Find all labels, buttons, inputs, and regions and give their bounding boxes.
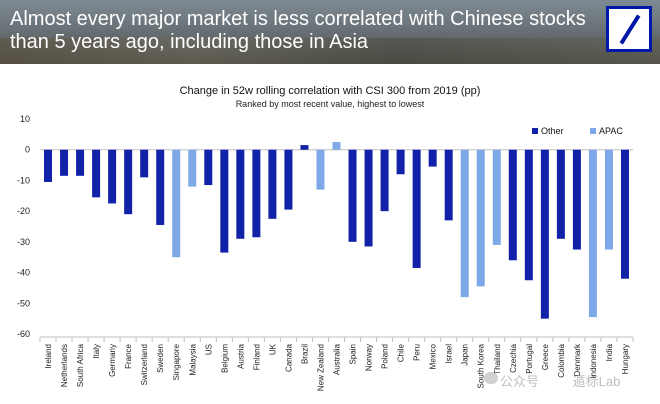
x-tick-label: Italy [92, 344, 101, 359]
legend-label-apac: APAC [599, 126, 623, 136]
x-tick-label: Israel [445, 344, 454, 364]
legend-item-other: Other [532, 126, 564, 136]
legend-swatch-apac [590, 128, 596, 134]
x-tick-label: Switzerland [140, 344, 149, 385]
bar-mexico [428, 149, 437, 167]
wechat-icon [484, 372, 498, 384]
banner-title: Almost every major market is less correl… [10, 8, 586, 53]
bar-hungary [620, 149, 629, 279]
y-tick-label: -10 [17, 175, 30, 185]
watermark-left: 公众号 [500, 374, 540, 389]
bar-austria [236, 149, 245, 239]
x-tick-label: Poland [381, 344, 390, 369]
x-tick-label: New Zealand [316, 344, 325, 391]
x-tick-label: Colombia [557, 343, 566, 377]
x-tick-label: Portugal [525, 344, 534, 374]
chart-title: Change in 52w rolling correlation with C… [179, 85, 481, 97]
x-tick-label: US [204, 344, 213, 355]
chart-subtitle: Ranked by most recent value, highest to … [235, 99, 425, 109]
x-tick-label: Hungary [621, 344, 630, 374]
bar-indonesia [588, 149, 597, 318]
x-tick-label: Ireland [44, 344, 53, 368]
x-tick-label: Sweden [156, 344, 165, 373]
bar-malaysia [188, 149, 197, 187]
x-tick-label: Finland [252, 344, 261, 370]
legend-swatch-other [532, 128, 538, 134]
watermark: 公众号 遁标Lab [500, 371, 620, 390]
bar-norway [364, 149, 373, 247]
y-tick-label: -40 [17, 268, 30, 278]
bar-new-zealand [316, 149, 325, 190]
bar-sweden [156, 149, 165, 225]
legend-label-other: Other [541, 126, 564, 136]
bar-belgium [220, 149, 229, 253]
x-tick-label: Netherlands [60, 344, 69, 387]
x-tick-label: Norway [365, 344, 374, 371]
bar-spain [348, 149, 357, 242]
bar-south-korea [476, 149, 485, 287]
bar-canada [284, 149, 293, 210]
bar-chile [396, 149, 405, 175]
y-tick-label: -20 [17, 206, 30, 216]
x-tick-label: Denmark [573, 343, 582, 376]
bar-india [604, 149, 613, 250]
bar-colombia [556, 149, 565, 239]
x-tick-label: Canada [284, 343, 293, 372]
watermark-right: 遁标Lab [572, 374, 621, 389]
x-tick-label: Singapore [172, 343, 181, 380]
bar-portugal [524, 149, 533, 281]
x-tick-label: Malaysia [188, 343, 197, 375]
bar-italy [92, 149, 101, 198]
bar-israel [444, 149, 453, 221]
header-banner: Almost every major market is less correl… [0, 0, 660, 64]
bar-netherlands [60, 149, 69, 176]
y-tick-label: -50 [17, 298, 30, 308]
legend-item-apac: APAC [590, 126, 623, 136]
bar-poland [380, 149, 389, 212]
bar-germany [108, 149, 117, 204]
x-tick-label: Belgium [220, 344, 229, 373]
y-tick-label: -60 [17, 329, 30, 339]
x-tick-label: Australia [333, 343, 342, 375]
x-tick-label: Chile [397, 343, 406, 362]
x-tick-label: South Korea [477, 343, 486, 388]
y-tick-label: -30 [17, 237, 30, 247]
x-tick-label: Brazil [300, 344, 309, 364]
y-tick-label: 0 [25, 145, 30, 155]
x-tick-label: France [124, 343, 133, 368]
bar-australia [332, 142, 341, 150]
x-tick-label: Germany [108, 344, 117, 377]
bar-us [204, 149, 213, 186]
x-tick-label: Austria [236, 343, 245, 368]
x-tick-label: South Africa [76, 343, 85, 387]
x-tick-label: Japan [461, 344, 470, 366]
x-tick-label: Peru [413, 344, 422, 361]
bar-finland [252, 149, 261, 238]
bar-south-africa [76, 149, 85, 176]
bar-thailand [492, 149, 501, 245]
bar-switzerland [140, 149, 149, 178]
bar-japan [460, 149, 469, 298]
y-tick-label: 10 [20, 114, 30, 124]
bar-denmark [572, 149, 581, 250]
bar-singapore [172, 149, 181, 258]
deutsche-bank-logo [606, 6, 652, 52]
x-tick-label: Indonesia [589, 343, 598, 378]
bar-czechia [508, 149, 517, 261]
bar-uk [268, 149, 277, 219]
bar-france [124, 149, 133, 215]
bar-peru [412, 149, 421, 268]
x-tick-label: Thailand [493, 344, 502, 375]
bar-greece [540, 149, 549, 319]
x-tick-label: UK [268, 343, 277, 355]
bar-brazil [300, 145, 309, 150]
x-tick-label: Czechia [509, 343, 518, 372]
x-tick-label: Mexico [429, 343, 438, 369]
bar-ireland [44, 149, 53, 182]
x-tick-label: India [605, 343, 614, 361]
x-tick-label: Spain [349, 344, 358, 364]
x-tick-label: Greece [541, 343, 550, 370]
